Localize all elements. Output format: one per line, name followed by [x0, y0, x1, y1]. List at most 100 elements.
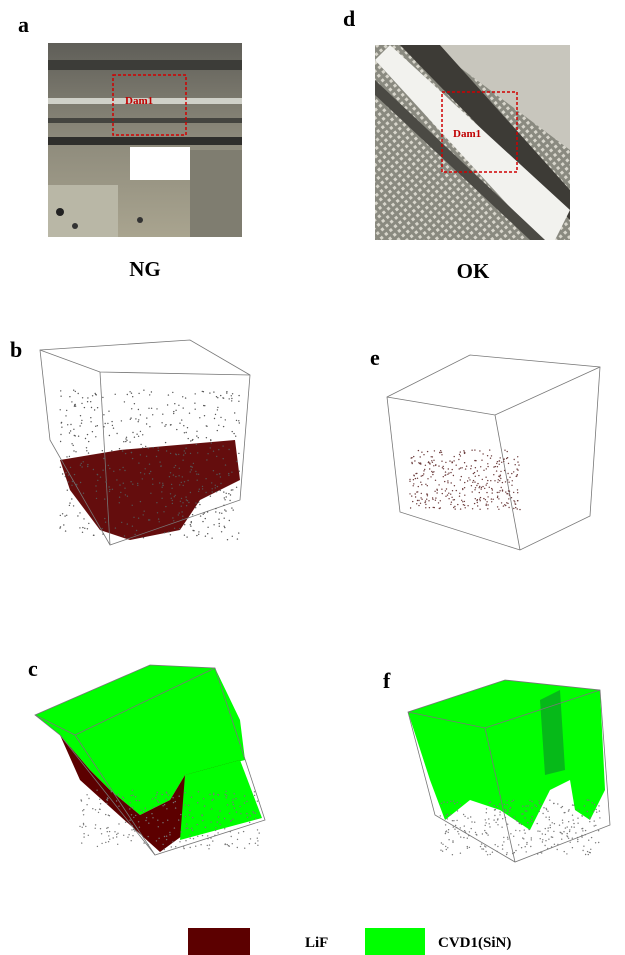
ion-dot: [505, 811, 506, 812]
ion-dot: [224, 518, 225, 519]
ion-dot: [86, 450, 87, 451]
ion-dot: [71, 443, 72, 444]
ion-dot: [499, 490, 500, 491]
ion-dot: [204, 415, 205, 416]
ion-dot: [125, 453, 126, 454]
ion-dot: [453, 507, 454, 508]
ion-dot: [425, 500, 426, 501]
ion-dot: [211, 808, 212, 809]
ion-dot: [152, 484, 153, 485]
ion-dot: [505, 481, 506, 482]
ion-dot: [131, 393, 132, 394]
ion-dot: [507, 837, 508, 838]
ion-dot: [122, 450, 123, 451]
ion-dot: [236, 461, 237, 462]
ion-dot: [60, 434, 61, 435]
ion-dot: [452, 840, 453, 841]
ion-dot: [536, 806, 537, 807]
ion-dot: [218, 425, 219, 426]
ion-dot: [153, 807, 154, 808]
ion-dot: [246, 801, 247, 802]
ion-dot: [159, 461, 160, 462]
ion-dot: [494, 815, 495, 816]
ion-dot: [68, 481, 69, 482]
ion-dot: [448, 468, 449, 469]
ion-dot: [113, 837, 114, 838]
ion-dot: [491, 501, 492, 502]
ion-dot: [109, 839, 110, 840]
ion-dot: [460, 467, 461, 468]
ion-dot: [243, 831, 244, 832]
ion-dot: [452, 820, 453, 821]
ion-dot: [499, 811, 500, 812]
ion-dot: [500, 471, 501, 472]
ion-dot: [476, 500, 477, 501]
ion-dot: [147, 844, 148, 845]
ion-dot: [502, 482, 503, 483]
ion-dot: [489, 826, 490, 827]
ion-dot: [88, 441, 89, 442]
ion-dot: [496, 463, 497, 464]
ion-dot: [532, 816, 533, 817]
ion-dot: [461, 500, 462, 501]
ion-dot: [82, 527, 83, 528]
ion-dot: [594, 825, 595, 826]
ion-dot: [60, 390, 61, 391]
ion-dot: [553, 831, 554, 832]
ion-dot: [480, 846, 481, 847]
ion-dot: [568, 838, 569, 839]
ion-dot: [169, 832, 170, 833]
ion-dot: [225, 797, 226, 798]
ion-dot: [103, 426, 104, 427]
ion-dot: [127, 496, 128, 497]
ion-dot: [429, 468, 430, 469]
ion-dot: [60, 526, 61, 527]
ion-dot: [131, 829, 132, 830]
ion-dot: [198, 491, 199, 492]
ion-dot: [238, 395, 239, 396]
ion-dot: [178, 514, 179, 515]
ion-dot: [185, 453, 186, 454]
ion-dot: [167, 404, 168, 405]
ion-dot: [73, 390, 74, 391]
ion-dot: [115, 527, 116, 528]
ion-dot: [203, 798, 204, 799]
ion-dot: [460, 853, 461, 854]
ion-dot: [513, 508, 514, 509]
ion-dot: [514, 459, 515, 460]
ion-dot: [78, 436, 79, 437]
ion-dot: [172, 841, 173, 842]
ion-dot: [232, 536, 233, 537]
ion-dot: [138, 419, 139, 420]
ion-dot: [545, 817, 546, 818]
ion-dot: [156, 456, 157, 457]
ion-dot: [108, 465, 109, 466]
ion-dot: [497, 461, 498, 462]
ion-dot: [237, 538, 238, 539]
ion-dot: [483, 498, 484, 499]
ion-dot: [515, 464, 516, 465]
ion-dot: [129, 820, 130, 821]
ion-dot: [587, 851, 588, 852]
ion-dot: [250, 838, 251, 839]
ion-dot: [217, 794, 218, 795]
ion-dot: [427, 495, 428, 496]
ion-dot: [457, 802, 458, 803]
ion-dot: [111, 421, 112, 422]
ion-dot: [174, 467, 175, 468]
ion-dot: [467, 505, 468, 506]
ion-dot: [539, 802, 540, 803]
ion-dot: [183, 425, 184, 426]
ion-dot: [102, 397, 103, 398]
ion-dot: [470, 816, 471, 817]
ion-dot: [511, 485, 512, 486]
ion-dot: [143, 514, 144, 515]
ion-dot: [184, 450, 185, 451]
ion-dot: [76, 484, 77, 485]
ion-dot: [187, 480, 188, 481]
ion-dot: [162, 822, 163, 823]
ion-dot: [158, 518, 159, 519]
ion-dot: [457, 810, 458, 811]
ion-dot: [179, 796, 180, 797]
ion-dot: [207, 453, 208, 454]
